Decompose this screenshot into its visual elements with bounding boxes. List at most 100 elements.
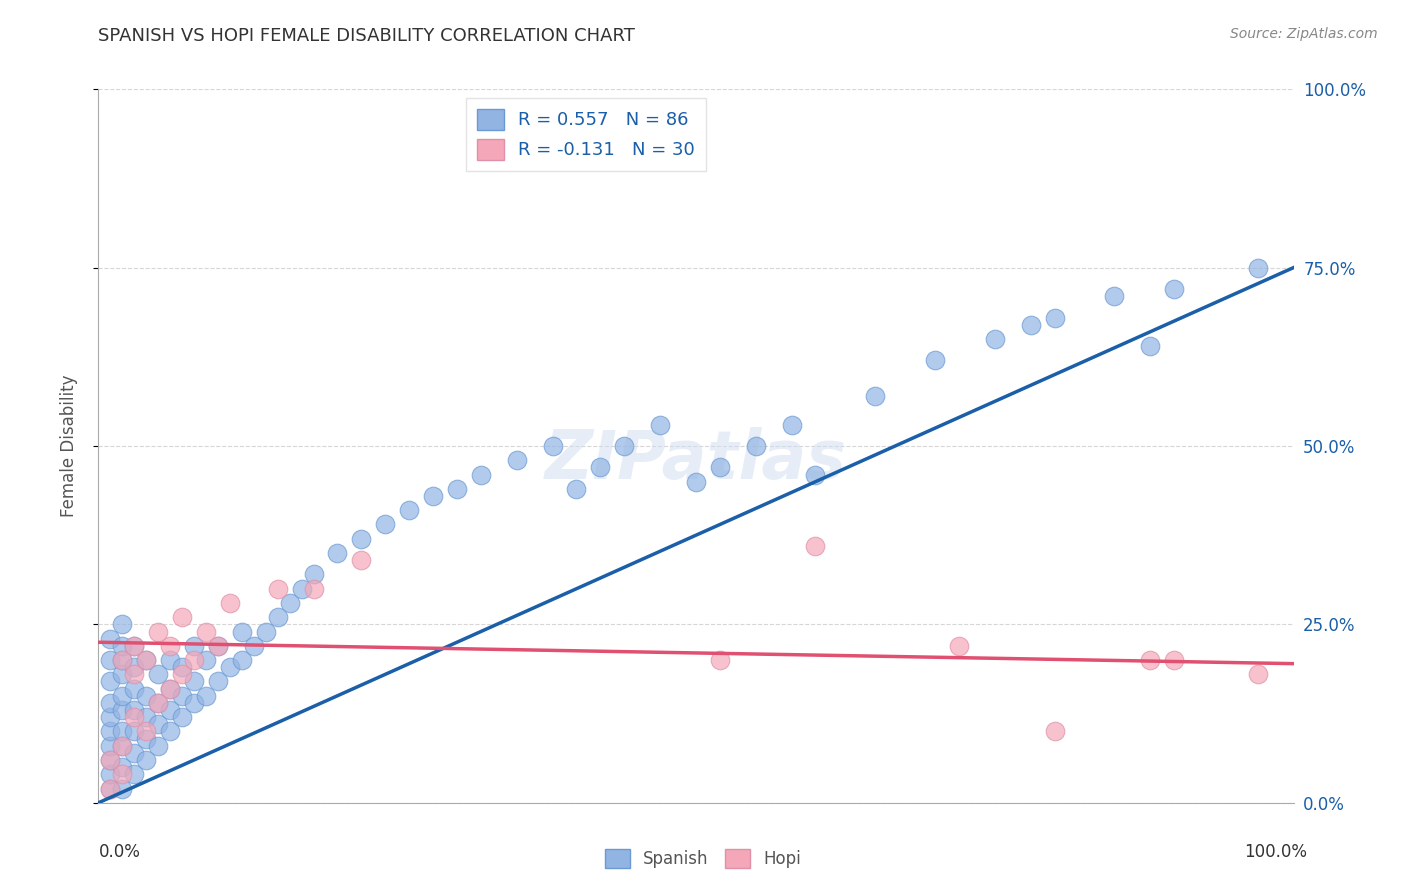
Point <box>195 689 218 703</box>
Point <box>195 624 218 639</box>
Text: Source: ZipAtlas.com: Source: ZipAtlas.com <box>1230 27 1378 41</box>
Point <box>709 460 731 475</box>
Point <box>124 710 146 724</box>
Point <box>135 753 157 767</box>
Point <box>207 674 229 689</box>
Y-axis label: Female Disability: Female Disability <box>59 375 77 517</box>
Point <box>350 532 373 546</box>
Point <box>302 567 325 582</box>
Point <box>124 639 146 653</box>
Point <box>172 660 194 674</box>
Point <box>124 660 146 674</box>
Point <box>565 482 588 496</box>
Point <box>159 681 181 696</box>
Point <box>1163 653 1185 667</box>
Point <box>98 753 122 767</box>
Point <box>350 553 373 567</box>
Point <box>506 453 529 467</box>
Point <box>124 703 146 717</box>
Point <box>159 639 181 653</box>
Point <box>207 639 229 653</box>
Point <box>183 696 205 710</box>
Point <box>422 489 444 503</box>
Point <box>111 653 134 667</box>
Point <box>278 596 301 610</box>
Point <box>1043 310 1066 325</box>
Point <box>98 653 122 667</box>
Point <box>589 460 612 475</box>
Point <box>195 653 218 667</box>
Point <box>98 696 122 710</box>
Point <box>745 439 768 453</box>
Point <box>159 703 181 717</box>
Point <box>231 624 253 639</box>
Point <box>148 717 170 731</box>
Point <box>685 475 707 489</box>
Point <box>291 582 314 596</box>
Point <box>1247 667 1270 681</box>
Point <box>446 482 468 496</box>
Point <box>98 781 122 796</box>
Point <box>709 653 731 667</box>
Point <box>124 639 146 653</box>
Point <box>159 724 181 739</box>
Point <box>148 696 170 710</box>
Point <box>243 639 266 653</box>
Point <box>111 739 134 753</box>
Point <box>148 739 170 753</box>
Point <box>172 689 194 703</box>
Point <box>267 610 290 624</box>
Point <box>135 653 157 667</box>
Point <box>148 696 170 710</box>
Point <box>98 724 122 739</box>
Point <box>207 639 229 653</box>
Point <box>172 710 194 724</box>
Point <box>172 610 194 624</box>
Point <box>984 332 1007 346</box>
Point <box>1163 282 1185 296</box>
Point <box>326 546 349 560</box>
Point <box>613 439 636 453</box>
Point <box>124 724 146 739</box>
Point <box>1104 289 1126 303</box>
Point <box>1247 260 1270 275</box>
Point <box>148 667 170 681</box>
Point <box>111 767 134 781</box>
Point <box>135 724 157 739</box>
Legend: R = 0.557   N = 86, R = -0.131   N = 30: R = 0.557 N = 86, R = -0.131 N = 30 <box>465 98 706 170</box>
Point <box>111 703 134 717</box>
Point <box>219 596 242 610</box>
Point <box>111 667 134 681</box>
Point <box>1139 339 1161 353</box>
Point <box>1139 653 1161 667</box>
Point <box>1019 318 1042 332</box>
Point <box>541 439 564 453</box>
Point <box>219 660 242 674</box>
Point <box>111 617 134 632</box>
Point <box>135 710 157 724</box>
Point <box>111 739 134 753</box>
Text: 0.0%: 0.0% <box>98 843 141 861</box>
Point <box>159 653 181 667</box>
Point <box>98 739 122 753</box>
Point <box>98 767 122 781</box>
Point <box>98 753 122 767</box>
Point <box>124 767 146 781</box>
Point <box>98 632 122 646</box>
Point <box>865 389 887 403</box>
Legend: Spanish, Hopi: Spanish, Hopi <box>598 843 808 875</box>
Point <box>148 624 170 639</box>
Point <box>98 781 122 796</box>
Text: SPANISH VS HOPI FEMALE DISABILITY CORRELATION CHART: SPANISH VS HOPI FEMALE DISABILITY CORREL… <box>98 27 636 45</box>
Point <box>948 639 970 653</box>
Point <box>124 667 146 681</box>
Text: ZIPatlas: ZIPatlas <box>546 427 846 493</box>
Point <box>111 653 134 667</box>
Point <box>804 539 827 553</box>
Point <box>111 639 134 653</box>
Point <box>135 689 157 703</box>
Point <box>111 760 134 774</box>
Point <box>470 467 492 482</box>
Point <box>124 746 146 760</box>
Point <box>804 467 827 482</box>
